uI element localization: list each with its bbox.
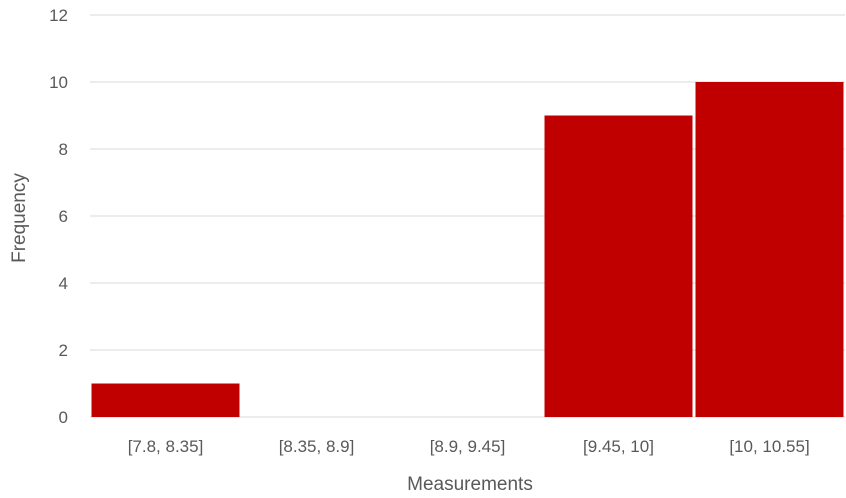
x-tick-label: [8.9, 9.45] <box>430 437 506 456</box>
bar <box>91 383 240 417</box>
y-tick-label: 0 <box>59 408 68 427</box>
y-tick-label: 8 <box>59 140 68 159</box>
bar <box>695 82 844 417</box>
y-tick-label: 6 <box>59 207 68 226</box>
y-axis-title: Frequency <box>9 173 30 263</box>
y-tick-label: 4 <box>59 274 68 293</box>
x-tick-label: [7.8, 8.35] <box>128 437 204 456</box>
bars <box>91 82 844 417</box>
x-tick-label: [10, 10.55] <box>729 437 809 456</box>
gridlines <box>90 14 845 418</box>
y-tick-label: 2 <box>59 341 68 360</box>
x-tick-label: [8.35, 8.9] <box>279 437 355 456</box>
y-tick-label: 12 <box>49 6 68 25</box>
x-axis-title: Measurements <box>407 474 533 495</box>
y-tick-label: 10 <box>49 73 68 92</box>
y-tick-labels: 0 2 4 6 8 10 12 <box>49 6 68 427</box>
bar <box>544 115 693 417</box>
x-tick-labels: [7.8, 8.35] [8.35, 8.9] [8.9, 9.45] [9.45, … <box>128 437 810 456</box>
x-tick-label: [9.45, 10] <box>583 437 654 456</box>
